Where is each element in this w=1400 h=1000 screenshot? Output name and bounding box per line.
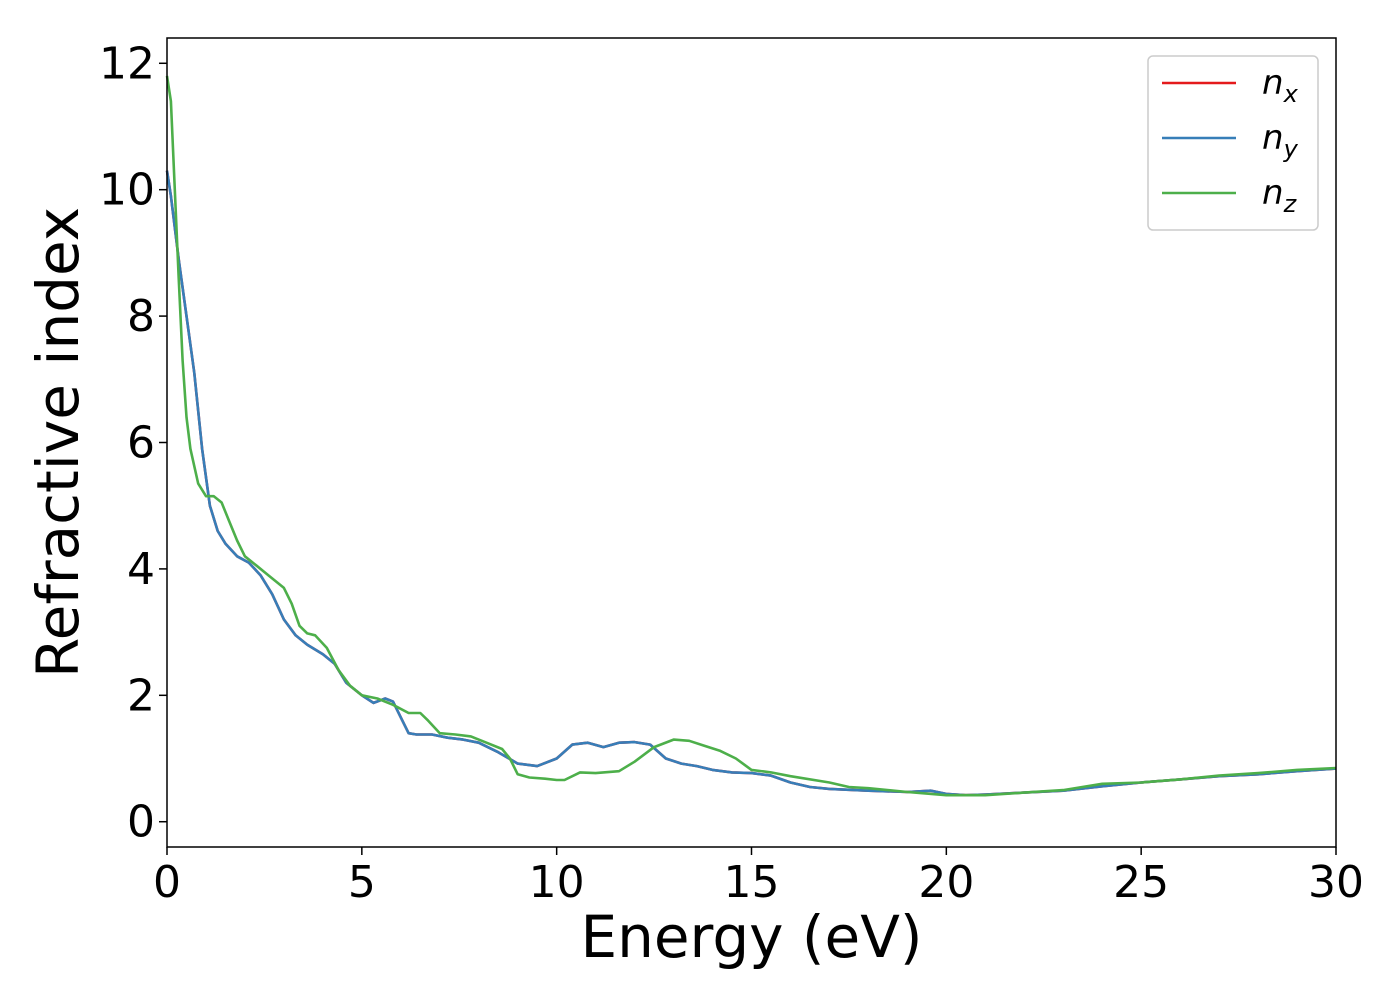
legend-box	[1147, 55, 1319, 231]
x-tick-label: 20	[918, 857, 974, 908]
x-tick-label: 5	[348, 857, 376, 908]
legend: nx ny nz	[1147, 55, 1319, 231]
y-tick-label: 10	[99, 165, 155, 216]
y-tick-label: 2	[127, 670, 155, 721]
y-axis-label: Refractive index	[24, 207, 92, 678]
y-tick-label: 6	[127, 418, 155, 469]
y-tick-label: 12	[99, 38, 155, 89]
y-tick-label: 4	[127, 544, 155, 595]
x-tick-label: 0	[153, 857, 181, 908]
x-tick-label: 30	[1308, 857, 1364, 908]
x-axis-label: Energy (eV)	[580, 903, 922, 971]
y-tick-label: 8	[127, 291, 155, 342]
y-tick-label: 0	[127, 797, 155, 848]
plot-frame	[166, 37, 1337, 848]
x-tick-label: 10	[529, 857, 585, 908]
x-tick-label: 15	[724, 857, 780, 908]
series-line-nz	[165, 75, 1337, 797]
legend-label-nx: nx	[1262, 63, 1299, 108]
legend-label-ny: ny	[1262, 118, 1299, 163]
legend-label-nz: nz	[1262, 173, 1298, 218]
series-line-ny	[165, 170, 1337, 797]
x-tick-label: 25	[1113, 857, 1169, 908]
lines-layer	[165, 75, 1337, 797]
series-line-nx	[165, 170, 1337, 797]
ticks-layer: 0 5 10 15 20 25 30 0 2 4 6 8 10 12	[99, 38, 1364, 908]
